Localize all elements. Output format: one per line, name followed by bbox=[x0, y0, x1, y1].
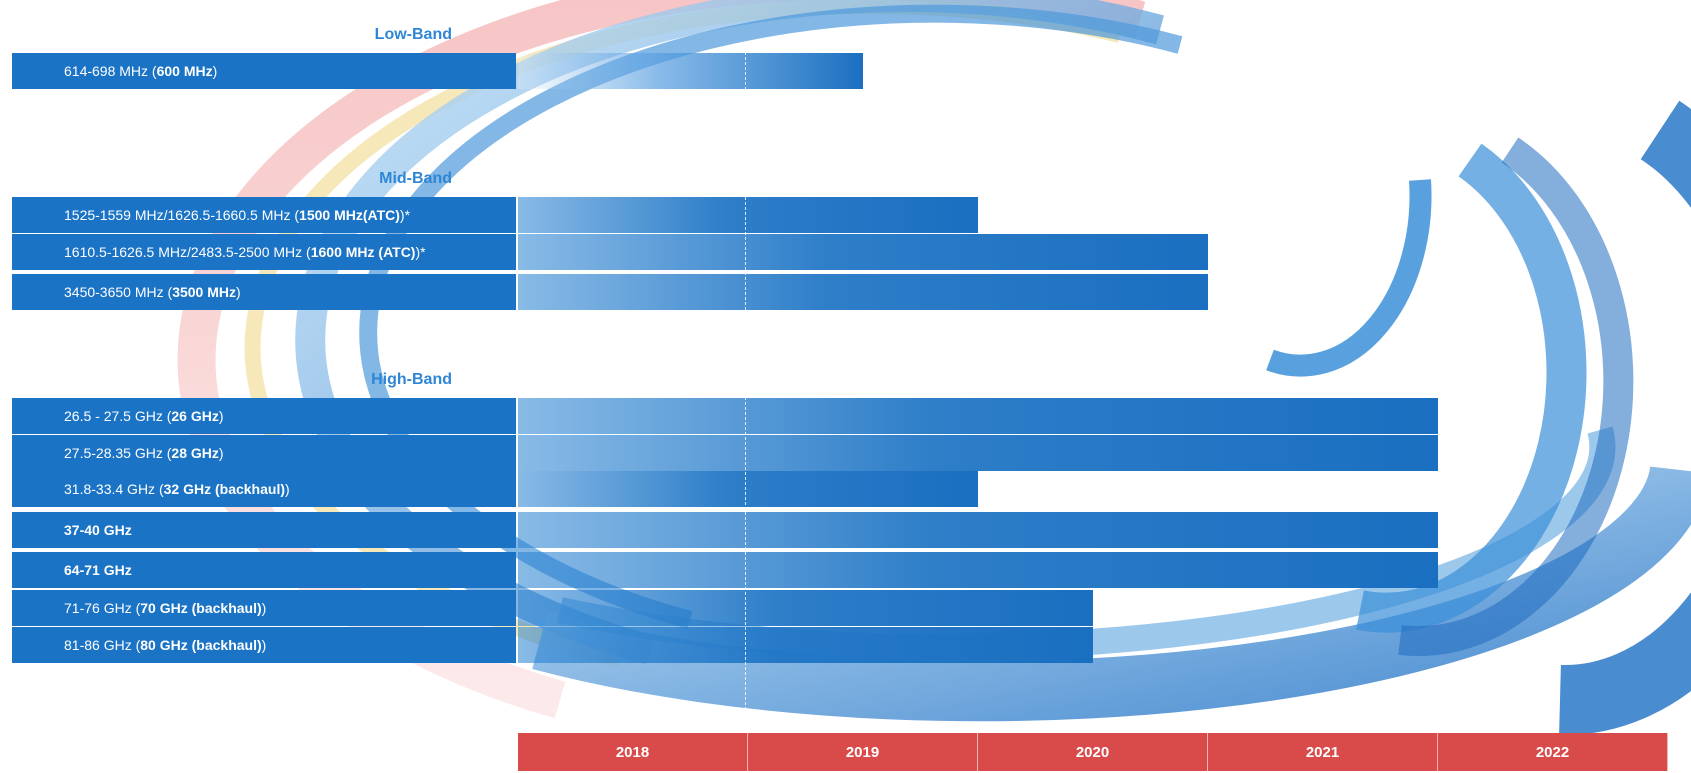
band-range-text: 1525-1559 MHz/1626.5-1660.5 MHz bbox=[64, 207, 291, 223]
year-tick-label: 2019 bbox=[748, 733, 978, 771]
band-footnote-mark: * bbox=[404, 207, 411, 223]
timeline-bar bbox=[518, 197, 978, 233]
band-range-text: 81-86 GHz bbox=[64, 637, 132, 653]
timeline-bar bbox=[518, 590, 1093, 626]
timeline-bar bbox=[518, 512, 1438, 548]
band-designation: 1500 MHz(ATC) bbox=[299, 207, 400, 223]
band-designation: 70 GHz (backhaul) bbox=[140, 600, 262, 616]
band-range-text: 3450-3650 MHz bbox=[64, 284, 164, 300]
band-label: 26.5 - 27.5 GHz (26 GHz) bbox=[12, 398, 516, 434]
group-header-mid-band: Mid-Band bbox=[379, 170, 452, 187]
timeline-bar bbox=[518, 53, 863, 89]
band-range-text: 1610.5-1626.5 MHz/2483.5-2500 MHz bbox=[64, 244, 303, 260]
band-range-text: 614-698 MHz bbox=[64, 63, 149, 79]
group-header-low-band: Low-Band bbox=[374, 26, 452, 43]
timeline-bar bbox=[518, 398, 1438, 434]
band-designation: 600 MHz bbox=[156, 63, 213, 79]
band-range-text: 37-40 GHz bbox=[64, 522, 132, 538]
year-tick-label: 2020 bbox=[978, 733, 1208, 771]
band-range-text: 27.5-28.35 GHz bbox=[64, 445, 163, 461]
band-designation: 80 GHz (backhaul) bbox=[140, 637, 262, 653]
timeline-bar bbox=[518, 435, 1438, 471]
timeline-bar bbox=[518, 627, 1093, 663]
timeline-bar bbox=[518, 234, 1208, 270]
band-designation: 3500 MHz bbox=[172, 284, 236, 300]
timeline-bar bbox=[518, 274, 1208, 310]
band-range-text: 31.8-33.4 GHz bbox=[64, 481, 156, 497]
band-label: 31.8-33.4 GHz (32 GHz (backhaul)) bbox=[12, 471, 516, 507]
band-label: 1525-1559 MHz/1626.5-1660.5 MHz (1500 MH… bbox=[12, 197, 516, 233]
band-label: 37-40 GHz bbox=[12, 512, 516, 548]
timeline-bar bbox=[518, 552, 1438, 588]
band-range-text: 26.5 - 27.5 GHz bbox=[64, 408, 163, 424]
band-designation: 1600 MHz (ATC) bbox=[310, 244, 416, 260]
band-range-text: 64-71 GHz bbox=[64, 562, 132, 578]
band-label: 1610.5-1626.5 MHz/2483.5-2500 MHz (1600 … bbox=[12, 234, 516, 270]
band-designation: 32 GHz (backhaul) bbox=[163, 481, 285, 497]
band-label: 27.5-28.35 GHz (28 GHz) bbox=[12, 435, 516, 471]
band-label: 64-71 GHz bbox=[12, 552, 516, 588]
year-tick-label: 2022 bbox=[1438, 733, 1668, 771]
band-designation: 26 GHz bbox=[171, 408, 219, 424]
year-divider-line bbox=[745, 52, 746, 740]
group-header-high-band: High-Band bbox=[371, 371, 452, 388]
band-range-text: 71-76 GHz bbox=[64, 600, 132, 616]
band-label: 71-76 GHz (70 GHz (backhaul)) bbox=[12, 590, 516, 626]
year-tick-label: 2021 bbox=[1208, 733, 1438, 771]
band-label: 81-86 GHz (80 GHz (backhaul)) bbox=[12, 627, 516, 663]
band-footnote-mark: * bbox=[420, 244, 426, 260]
band-designation: 28 GHz bbox=[171, 445, 219, 461]
band-label: 614-698 MHz (600 MHz) bbox=[12, 53, 516, 89]
band-label: 3450-3650 MHz (3500 MHz) bbox=[12, 274, 516, 310]
timeline-bar bbox=[518, 471, 978, 507]
year-tick-label: 2018 bbox=[518, 733, 748, 771]
